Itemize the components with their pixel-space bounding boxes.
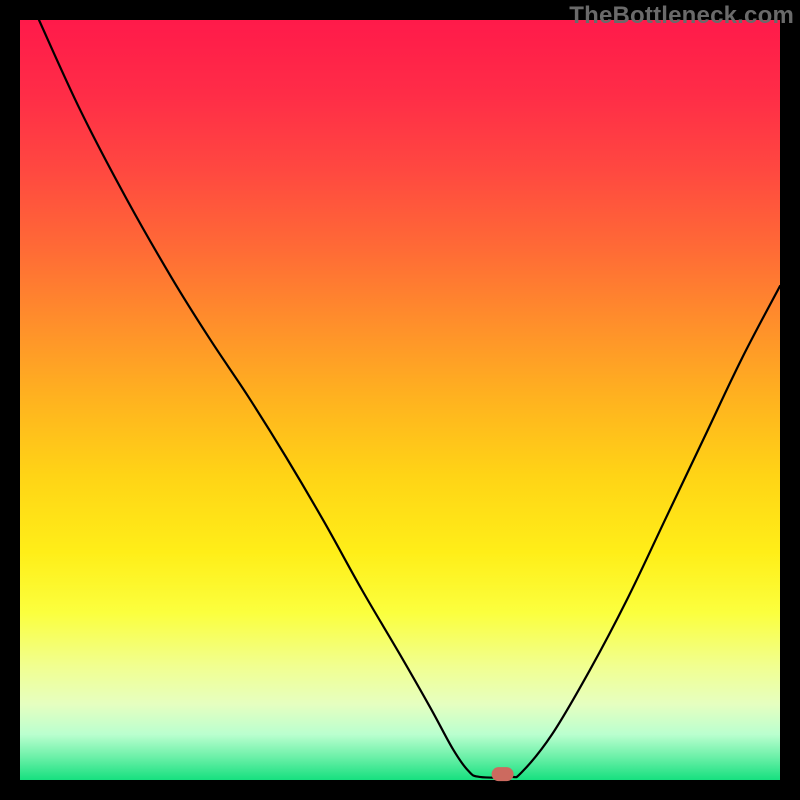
- watermark-text: TheBottleneck.com: [569, 2, 794, 30]
- gradient-background: [20, 20, 780, 780]
- plot-area: [20, 20, 780, 780]
- minimum-marker: [491, 767, 514, 781]
- gradient-plot: [20, 20, 780, 780]
- chart-frame: TheBottleneck.com: [0, 0, 800, 800]
